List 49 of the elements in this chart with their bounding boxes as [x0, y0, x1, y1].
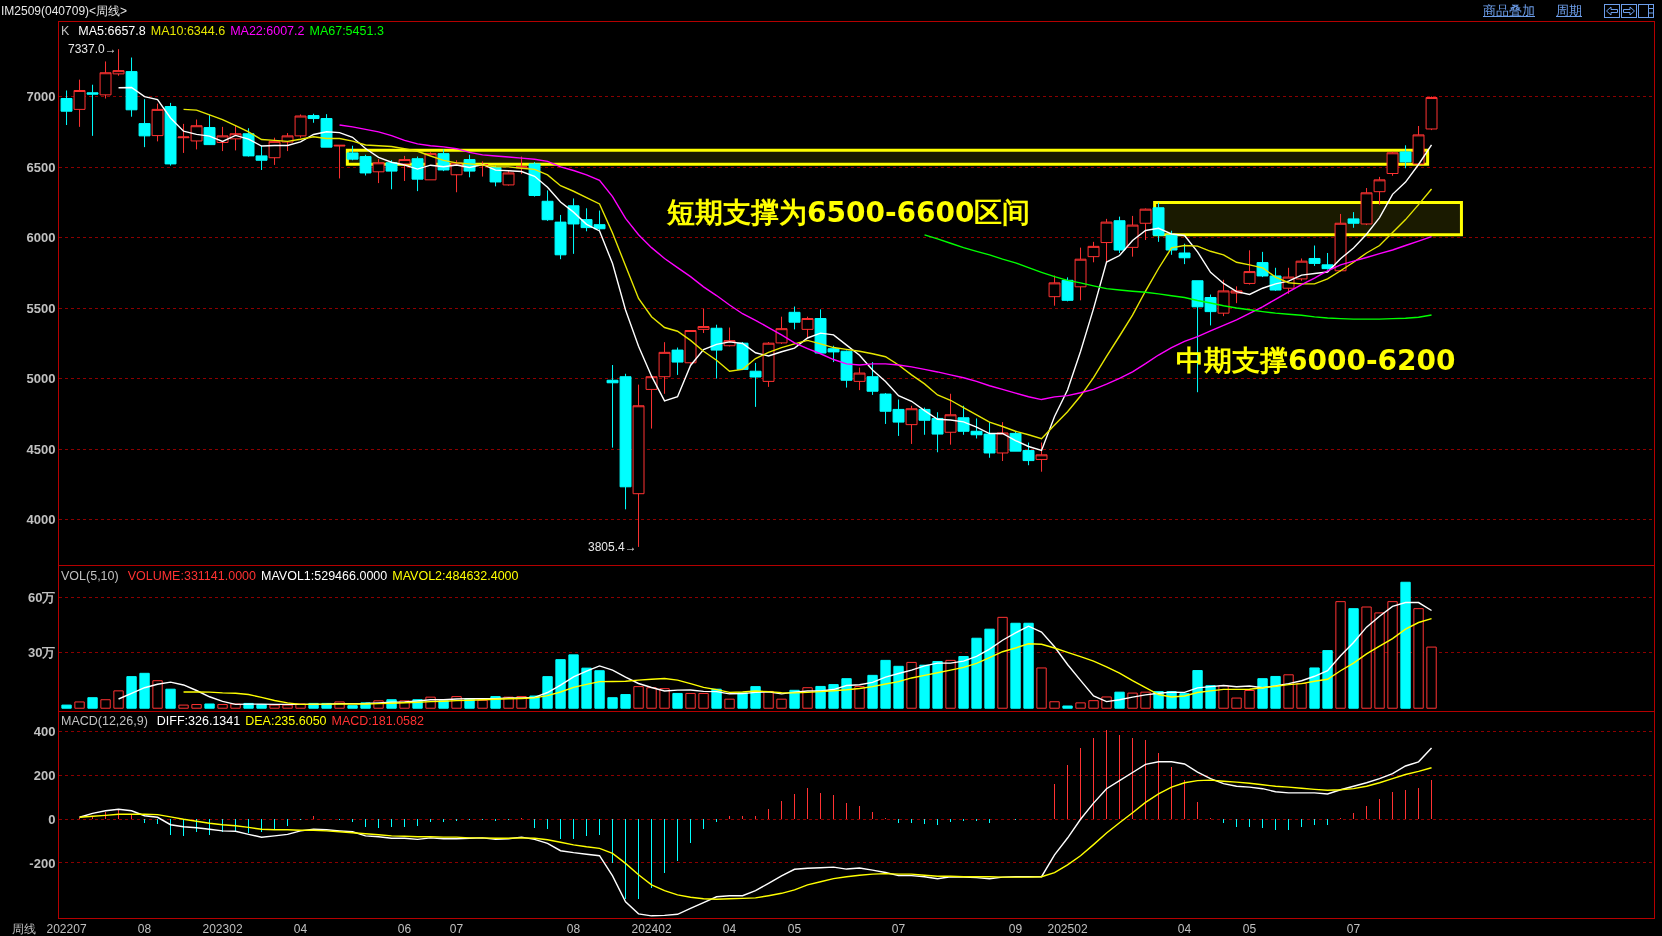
text: MAVOL1:529466.0000	[261, 569, 388, 583]
text: MA5:6657.8	[78, 24, 146, 38]
legend-title: K	[61, 24, 70, 38]
y-tick-label: 7000	[26, 89, 56, 105]
x-tick-label: 04	[293, 922, 308, 936]
chart-title: IM2509(040709)<周线>	[1, 4, 128, 18]
annotation: 3805.4→	[588, 540, 637, 554]
text: MACD:181.0582	[331, 714, 424, 728]
y-tick-label: 4000	[26, 512, 56, 528]
band-label: 短期支撑为6500-6600区间	[666, 196, 1031, 229]
y-tick-label: 0	[48, 811, 56, 827]
text: MAVOL2:484632.4000	[392, 569, 519, 583]
x-tick-label: 08	[566, 922, 581, 936]
text: MA10:6344.6	[150, 24, 226, 38]
text: 商品叠加	[1483, 4, 1535, 18]
x-tick-label: 202207	[46, 922, 87, 936]
y-tick-label: 5500	[26, 300, 56, 316]
annotation: 7337.0→	[68, 42, 117, 56]
y-tick-label: 6000	[26, 230, 56, 246]
x-tick-label: 202502	[1047, 922, 1088, 936]
y-tick-label: 6500	[26, 159, 56, 175]
text: VOLUME:331141.0000	[127, 569, 256, 583]
x-tick-label: 09	[1008, 922, 1023, 936]
x-tick-label: 07	[891, 922, 906, 936]
text: 周期	[1556, 4, 1582, 18]
y-tick-label: 60万	[27, 589, 56, 605]
x-tick-label: 07	[449, 922, 464, 936]
text: DIFF:326.1341	[156, 714, 241, 728]
x-tick-label: 07	[1346, 922, 1361, 936]
x-tick-label: 05	[787, 922, 802, 936]
y-tick-label: -200	[29, 855, 56, 871]
y-tick-label: 200	[33, 768, 56, 784]
y-tick-label: 30万	[27, 645, 56, 661]
y-tick-label: 5000	[26, 371, 56, 387]
text: DEA:235.6050	[245, 714, 327, 728]
text: MA67:5451.3	[309, 24, 384, 38]
y-tick-label: 400	[33, 724, 56, 740]
y-tick-label: 4500	[26, 441, 56, 457]
text: MA22:6007.2	[230, 24, 305, 38]
legend-title: VOL(5,10)	[61, 569, 119, 583]
x-tick-label: 08	[137, 922, 152, 936]
x-tick-label: 06	[397, 922, 412, 936]
x-tick-label: 202402	[631, 922, 672, 936]
x-tick-label: 04	[1177, 922, 1192, 936]
x-tick-label: 202302	[202, 922, 243, 936]
x-axis-title: 周线	[12, 922, 36, 936]
legend-title: MACD(12,26,9)	[61, 714, 148, 728]
x-tick-label: 04	[722, 922, 737, 936]
x-tick-label: 05	[1242, 922, 1257, 936]
